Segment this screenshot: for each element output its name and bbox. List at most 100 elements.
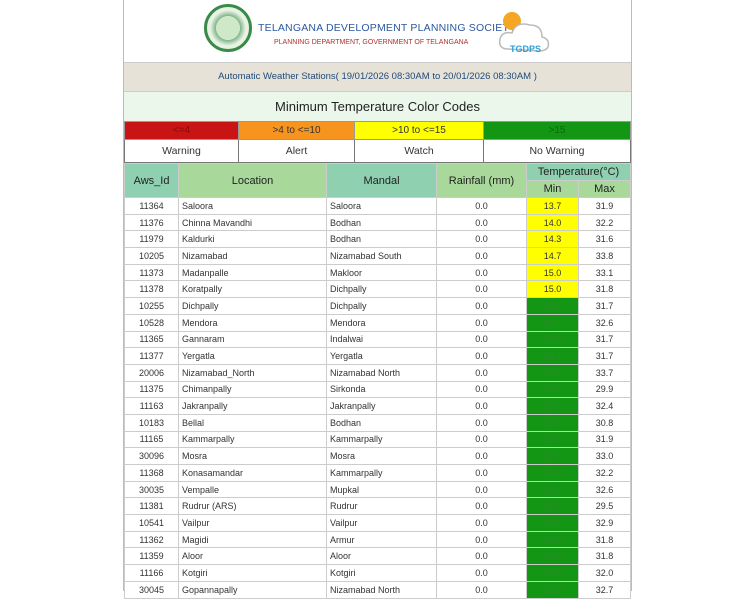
table-row: 11163 Jakranpally Jakranpally 0.0 15.5 32.4 [124, 397, 631, 415]
cell-mandal: Indalwai [326, 330, 437, 349]
cell-mandal: Saloora [326, 197, 437, 215]
cell-aws-id: 11166 [124, 564, 179, 582]
cell-min-temp: 15.0 [526, 280, 579, 299]
cell-max-temp: 33.1 [578, 263, 631, 282]
cell-rainfall: 0.0 [436, 347, 527, 365]
cell-max-temp: 29.9 [578, 380, 631, 399]
cell-location: Vempalle [178, 480, 327, 499]
cell-location: Vailpur [178, 514, 327, 532]
cell-rainfall: 0.0 [436, 447, 527, 465]
cell-max-temp: 32.7 [578, 580, 631, 599]
cell-min-temp: 15.8 [526, 547, 579, 566]
cell-mandal: Bodhan [326, 413, 437, 432]
col-location[interactable]: Location [178, 163, 327, 198]
cell-rainfall: 0.0 [436, 313, 527, 332]
cell-max-temp: 33.8 [578, 247, 631, 265]
cell-aws-id: 11364 [124, 197, 179, 215]
cell-mandal: Kammarpally [326, 464, 437, 482]
cell-mandal: Yergatla [326, 347, 437, 365]
cell-mandal: Kotgiri [326, 564, 437, 582]
table-row: 10528 Mendora Mendora 0.0 15.2 32.6 [124, 313, 631, 332]
cell-max-temp: 31.8 [578, 280, 631, 299]
color-code-legend: <=4 >4 to <=10 >10 to <=15 >15 Warning Alert… [124, 121, 631, 163]
cell-aws-id: 11362 [124, 530, 179, 549]
page: TELANGANA DEVELOPMENT PLANNING SOCIETY P… [123, 0, 632, 599]
cell-max-temp: 30.8 [578, 413, 631, 432]
table-row: 10541 Vailpur Vailpur 0.0 15.7 32.9 [124, 514, 631, 532]
cell-min-temp: 15.6 [526, 464, 579, 482]
table-row: 10183 Bellal Bodhan 0.0 15.5 30.8 [124, 413, 631, 432]
cell-mandal: Jakranpally [326, 397, 437, 415]
cell-mandal: Kammarpally [326, 430, 437, 449]
cell-max-temp: 31.6 [578, 230, 631, 249]
cell-mandal: Sirkonda [326, 380, 437, 399]
cell-rainfall: 0.0 [436, 230, 527, 249]
cell-rainfall: 0.0 [436, 497, 527, 516]
cell-min-temp: 15.8 [526, 564, 579, 582]
cell-max-temp: 32.2 [578, 464, 631, 482]
col-min[interactable]: Min [526, 180, 579, 198]
cell-min-temp: 15.4 [526, 347, 579, 365]
col-temperature: Temperature(°C) [526, 163, 631, 181]
cell-max-temp: 31.9 [578, 430, 631, 449]
cell-min-temp: 15.5 [526, 380, 579, 399]
cell-location: Nizamabad_North [178, 363, 327, 382]
tgdps-logo-text: TGDPS [510, 44, 542, 54]
cell-min-temp: 15.0 [526, 263, 579, 282]
cell-min-temp: 15.2 [526, 313, 579, 332]
col-rainfall[interactable]: Rainfall (mm) [436, 163, 527, 198]
table-row: 10255 Dichpally Dichpally 0.0 15.1 31.7 [124, 297, 631, 315]
cell-aws-id: 30035 [124, 480, 179, 499]
cell-location: Madanpalle [178, 263, 327, 282]
cell-min-temp: 14.3 [526, 230, 579, 249]
cell-location: Koratpally [178, 280, 327, 299]
legend-range: >15 [483, 121, 631, 140]
cell-location: Aloor [178, 547, 327, 566]
cell-max-temp: 29.5 [578, 497, 631, 516]
cell-max-temp: 32.2 [578, 213, 631, 232]
cell-max-temp: 31.9 [578, 197, 631, 215]
cell-max-temp: 32.4 [578, 397, 631, 415]
cell-rainfall: 0.0 [436, 330, 527, 349]
cell-rainfall: 0.0 [436, 213, 527, 232]
cell-max-temp: 32.0 [578, 564, 631, 582]
cell-rainfall: 0.0 [436, 430, 527, 449]
cell-max-temp: 31.7 [578, 297, 631, 315]
cell-rainfall: 0.0 [436, 580, 527, 599]
table-row: 11373 Madanpalle Makloor 0.0 15.0 33.1 [124, 263, 631, 282]
cell-rainfall: 0.0 [436, 247, 527, 265]
table-row: 20006 Nizamabad_North Nizamabad North 0.0 15… [124, 363, 631, 382]
table-row: 11362 Magidi Armur 0.0 15.8 31.8 [124, 530, 631, 549]
col-aws-id[interactable]: Aws_Id [124, 163, 179, 198]
cell-max-temp: 32.6 [578, 313, 631, 332]
table-row: 11376 Chinna Mavandhi Bodhan 0.0 14.0 32.2 [124, 213, 631, 232]
cell-mandal: Vailpur [326, 514, 437, 532]
cell-location: Gannaram [178, 330, 327, 349]
cell-aws-id: 11377 [124, 347, 179, 365]
cell-max-temp: 31.8 [578, 547, 631, 566]
table-row: 11381 Rudrur (ARS) Rudrur 0.0 15.7 29.5 [124, 497, 631, 516]
telangana-seal-logo [204, 4, 252, 52]
col-mandal[interactable]: Mandal [326, 163, 437, 198]
table-row: 11365 Gannaram Indalwai 0.0 15.3 31.7 [124, 330, 631, 349]
legend-label: No Warning [483, 139, 631, 163]
cell-min-temp: 15.8 [526, 530, 579, 549]
cell-aws-id: 11378 [124, 280, 179, 299]
cell-mandal: Nizamabad South [326, 247, 437, 265]
cell-location: Kotgiri [178, 564, 327, 582]
cell-aws-id: 11368 [124, 464, 179, 482]
table-row: 11378 Koratpally Dichpally 0.0 15.0 31.8 [124, 280, 631, 299]
cell-rainfall: 0.0 [436, 297, 527, 315]
cell-min-temp: 15.1 [526, 297, 579, 315]
cell-min-temp: 15.5 [526, 397, 579, 415]
cell-aws-id: 20006 [124, 363, 179, 382]
table-row: 11368 Konasamandar Kammarpally 0.0 15.6 32.2 [124, 464, 631, 482]
cell-mandal: Mendora [326, 313, 437, 332]
cell-rainfall: 0.0 [436, 380, 527, 399]
table-row: 11166 Kotgiri Kotgiri 0.0 15.8 32.0 [124, 564, 631, 582]
cell-location: Konasamandar [178, 464, 327, 482]
legend-title: Minimum Temperature Color Codes [124, 92, 631, 121]
cell-location: Saloora [178, 197, 327, 215]
col-max[interactable]: Max [578, 180, 631, 198]
cell-min-temp: 15.5 [526, 447, 579, 465]
